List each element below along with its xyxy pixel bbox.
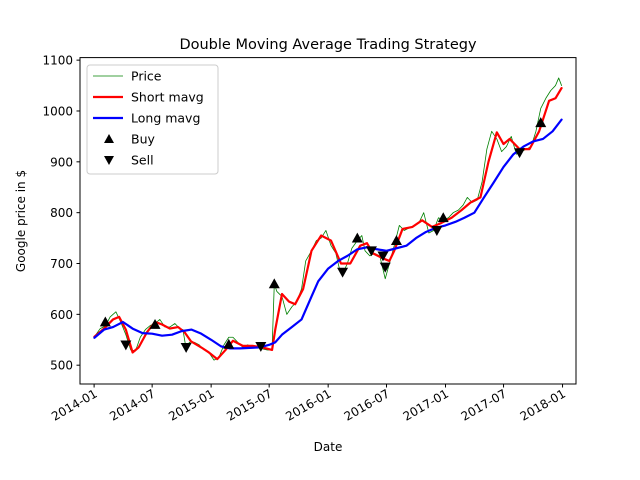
legend-sell-swatch [104, 156, 114, 165]
short-mavg-line [93, 87, 563, 361]
sell-marker-1 [180, 342, 192, 353]
y-tick-label-800: 800 [50, 206, 73, 220]
sell-marker-0 [120, 340, 132, 351]
legend-short-mavg-label: Short mavg [131, 90, 204, 105]
buy-marker-5 [390, 235, 402, 246]
y-tick-label-1000: 1000 [42, 104, 73, 118]
buy-marker-2 [223, 338, 235, 349]
buy-marker-4 [351, 232, 363, 243]
y-tick-label-700: 700 [50, 257, 73, 271]
buy-marker-6 [437, 212, 449, 223]
buy-marker-7 [535, 117, 547, 128]
sell-marker-2 [255, 341, 267, 352]
y-axis-title: Google price in $ [14, 170, 28, 272]
legend-long-mavg-label: Long mavg [131, 111, 200, 126]
buy-marker-0 [99, 316, 111, 327]
legend-sell-label: Sell [131, 153, 154, 168]
y-tick-label-900: 900 [50, 155, 73, 169]
plot-area [93, 77, 563, 361]
legend-buy-swatch [104, 134, 114, 143]
y-tick-label-1100: 1100 [42, 54, 73, 68]
legend-buy-label: Buy [131, 132, 155, 147]
y-tick-label-600: 600 [50, 308, 73, 322]
sell-marker-7 [431, 226, 443, 236]
buy-marker-1 [149, 319, 161, 329]
x-axis-title: Date [314, 440, 343, 454]
buy-marker-3 [268, 278, 280, 289]
legend-price-label: Price [131, 69, 162, 84]
long-mavg-line [93, 118, 563, 350]
sell-marker-5 [377, 251, 389, 262]
sell-marker-6 [379, 262, 391, 273]
sell-marker-3 [337, 267, 349, 278]
legend-box [86, 64, 219, 175]
y-tick-label-500: 500 [50, 359, 73, 373]
sell-marker-8 [514, 148, 526, 159]
chart-title: Double Moving Average Trading Strategy [179, 37, 476, 53]
sell-marker-4 [365, 246, 377, 257]
legend: Price Short mavg Long mavg Buy Sell [86, 64, 219, 175]
